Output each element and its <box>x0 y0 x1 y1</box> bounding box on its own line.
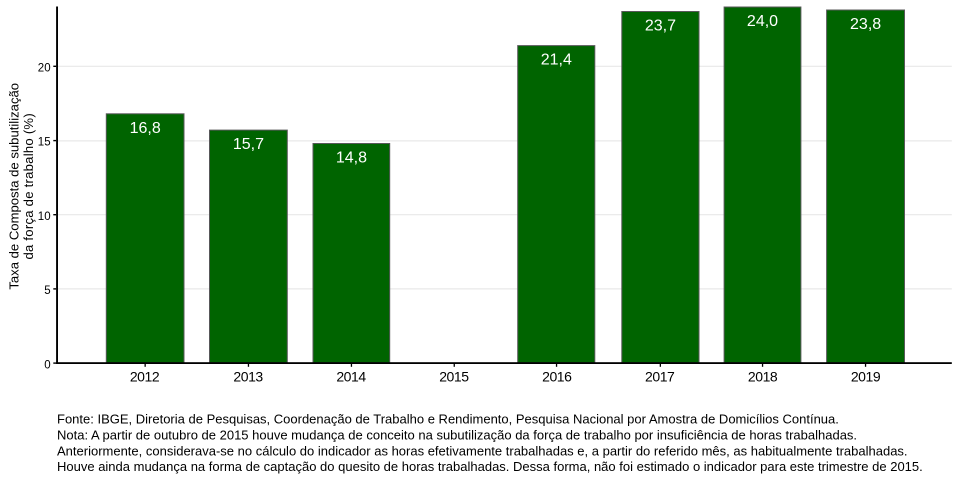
svg-text:Houve ainda mudança na forma d: Houve ainda mudança na forma de captação… <box>57 459 923 474</box>
svg-text:2017: 2017 <box>645 369 675 385</box>
svg-text:da força de trabalho (%): da força de trabalho (%) <box>21 113 36 259</box>
svg-text:23,7: 23,7 <box>645 18 676 35</box>
svg-text:2014: 2014 <box>336 369 366 385</box>
svg-text:24,0: 24,0 <box>747 13 778 30</box>
svg-text:Anteriormente, considerava-se: Anteriormente, considerava-se no cálculo… <box>57 443 908 458</box>
svg-text:10: 10 <box>38 211 51 223</box>
svg-text:21,4: 21,4 <box>541 52 572 69</box>
svg-text:Nota: A partir de outubro de 2: Nota: A partir de outubro de 2015 houve … <box>57 427 857 442</box>
svg-text:Fonte: IBGE, Diretoria de Pesq: Fonte: IBGE, Diretoria de Pesquisas, Coo… <box>57 412 839 427</box>
svg-text:2015: 2015 <box>439 369 469 385</box>
svg-text:16,8: 16,8 <box>130 120 161 137</box>
svg-text:2013: 2013 <box>233 369 263 385</box>
svg-text:15: 15 <box>38 137 51 149</box>
svg-text:5: 5 <box>44 285 50 297</box>
svg-text:Taxa de Composta de subutiliza: Taxa de Composta de subutilização <box>7 83 22 290</box>
svg-text:20: 20 <box>38 63 51 75</box>
svg-text:2019: 2019 <box>851 369 881 385</box>
svg-text:14,8: 14,8 <box>336 150 367 167</box>
svg-text:15,7: 15,7 <box>233 136 264 153</box>
svg-text:2016: 2016 <box>542 369 572 385</box>
svg-text:0: 0 <box>44 359 50 371</box>
svg-text:2018: 2018 <box>748 369 778 385</box>
svg-text:2012: 2012 <box>130 369 160 385</box>
svg-text:23,8: 23,8 <box>850 16 881 33</box>
